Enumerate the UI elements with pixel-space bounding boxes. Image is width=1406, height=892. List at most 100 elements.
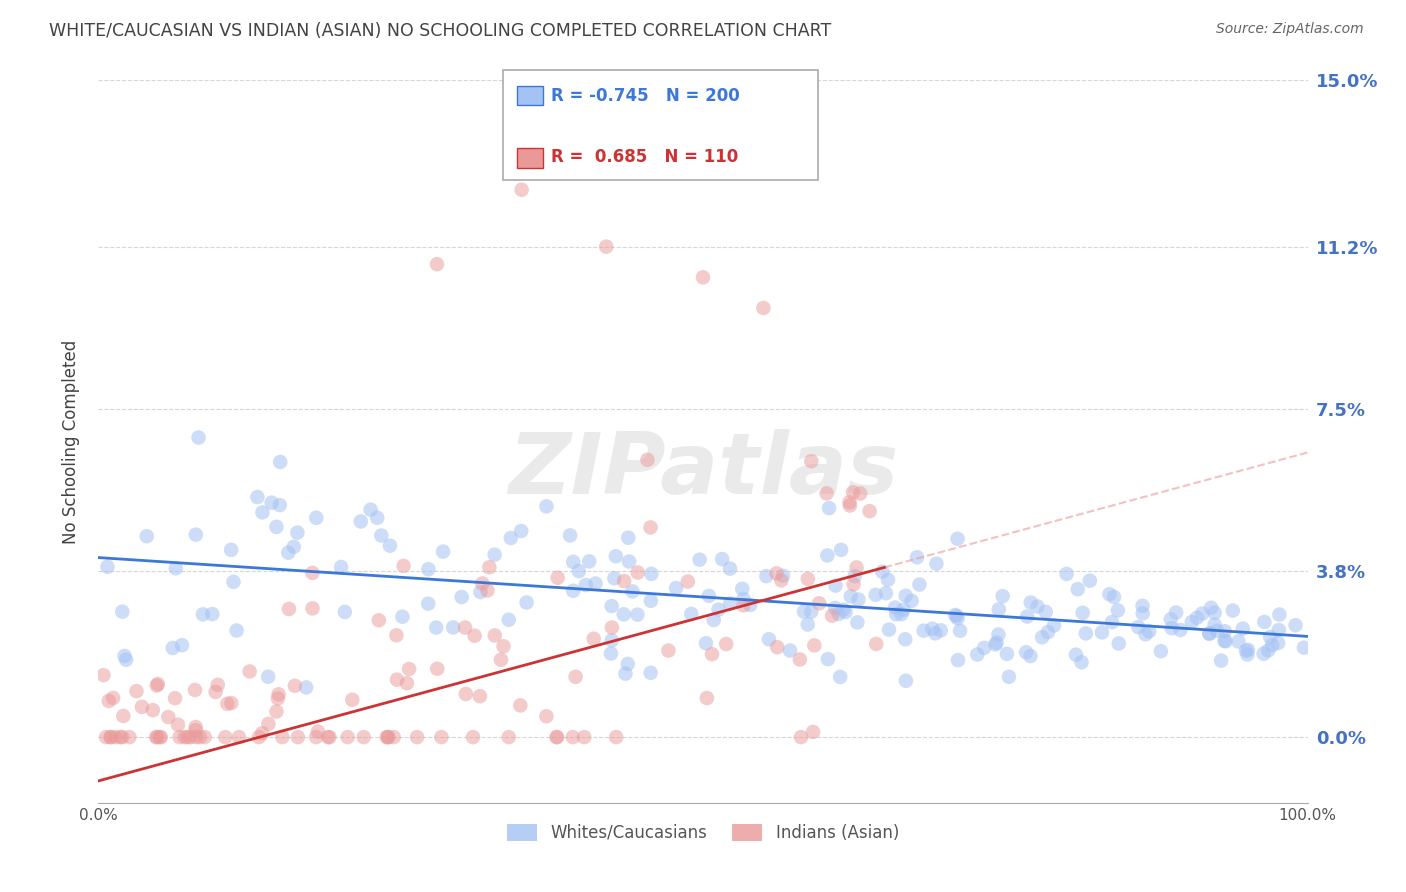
Point bbox=[808, 596, 831, 610]
Point bbox=[378, 539, 401, 553]
Point bbox=[1036, 625, 1059, 640]
Point bbox=[1222, 603, 1244, 617]
Point bbox=[600, 620, 623, 634]
Point bbox=[382, 730, 405, 744]
Point bbox=[1191, 607, 1213, 621]
Point bbox=[370, 528, 392, 542]
Point bbox=[478, 560, 501, 574]
Point bbox=[1019, 648, 1042, 663]
Point bbox=[305, 730, 328, 744]
Point bbox=[894, 632, 917, 647]
Point bbox=[640, 594, 662, 608]
Point bbox=[943, 607, 966, 622]
Point bbox=[418, 597, 440, 611]
Point bbox=[617, 531, 640, 545]
Point bbox=[640, 566, 662, 581]
Point bbox=[142, 703, 165, 717]
Point bbox=[468, 689, 491, 703]
Point bbox=[145, 730, 167, 744]
Point bbox=[1227, 634, 1250, 648]
Point bbox=[228, 730, 250, 744]
Point bbox=[614, 666, 637, 681]
Point bbox=[111, 605, 134, 619]
Point bbox=[801, 725, 824, 739]
Point bbox=[921, 622, 943, 636]
Point bbox=[849, 486, 872, 500]
Point bbox=[1206, 624, 1229, 638]
Point bbox=[779, 643, 801, 657]
Point bbox=[839, 499, 862, 513]
Point bbox=[188, 730, 211, 744]
Point bbox=[793, 605, 815, 619]
Point bbox=[470, 585, 492, 599]
Legend: Whites/Caucasians, Indians (Asian): Whites/Caucasians, Indians (Asian) bbox=[501, 817, 905, 848]
Point bbox=[1135, 627, 1157, 641]
Point bbox=[1102, 590, 1125, 604]
Point bbox=[946, 611, 969, 625]
Point bbox=[492, 640, 515, 654]
Point bbox=[114, 648, 136, 663]
Point bbox=[842, 577, 865, 591]
Point bbox=[330, 560, 353, 574]
Point bbox=[1284, 618, 1306, 632]
Point bbox=[318, 730, 340, 744]
Point bbox=[131, 699, 153, 714]
Point bbox=[924, 626, 946, 640]
Point bbox=[201, 607, 224, 621]
Point bbox=[1160, 612, 1182, 626]
Point bbox=[865, 588, 887, 602]
Point bbox=[790, 730, 813, 744]
Point bbox=[908, 577, 931, 591]
Point bbox=[336, 730, 359, 744]
Point bbox=[536, 709, 558, 723]
Point bbox=[110, 730, 132, 744]
Point bbox=[824, 601, 846, 615]
Point bbox=[1128, 620, 1150, 634]
Point bbox=[617, 555, 640, 569]
Point bbox=[173, 730, 195, 744]
Point bbox=[1071, 606, 1094, 620]
Point bbox=[301, 601, 323, 615]
Point bbox=[250, 726, 273, 740]
Point bbox=[718, 561, 741, 575]
Point bbox=[621, 584, 644, 599]
Point bbox=[385, 628, 408, 642]
Point bbox=[498, 613, 520, 627]
Point bbox=[1101, 615, 1123, 629]
Point bbox=[1199, 600, 1222, 615]
Point bbox=[97, 694, 120, 708]
Point bbox=[564, 670, 586, 684]
Point bbox=[184, 527, 207, 541]
Point bbox=[489, 653, 512, 667]
Point bbox=[697, 589, 720, 603]
Point bbox=[194, 730, 217, 744]
Point bbox=[568, 564, 591, 578]
Point bbox=[893, 603, 915, 617]
Point bbox=[149, 730, 172, 744]
Point bbox=[561, 730, 583, 744]
Point bbox=[1232, 622, 1254, 636]
Point bbox=[283, 540, 305, 554]
Point bbox=[696, 691, 718, 706]
Point bbox=[184, 730, 207, 744]
Point bbox=[640, 665, 662, 680]
Point bbox=[441, 620, 464, 634]
Point bbox=[546, 730, 568, 744]
Point bbox=[1056, 566, 1078, 581]
Point bbox=[260, 496, 283, 510]
Point bbox=[1236, 648, 1258, 662]
Point bbox=[578, 554, 600, 568]
Point bbox=[560, 528, 582, 542]
Point bbox=[509, 698, 531, 713]
Point bbox=[1198, 627, 1220, 641]
Point bbox=[1234, 644, 1257, 658]
Point bbox=[149, 730, 172, 744]
Point bbox=[165, 561, 187, 575]
Point bbox=[118, 730, 141, 744]
Point bbox=[1031, 630, 1053, 644]
Point bbox=[450, 590, 472, 604]
Point bbox=[1107, 603, 1129, 617]
Point bbox=[287, 525, 309, 540]
Point bbox=[585, 576, 607, 591]
Point bbox=[998, 670, 1021, 684]
